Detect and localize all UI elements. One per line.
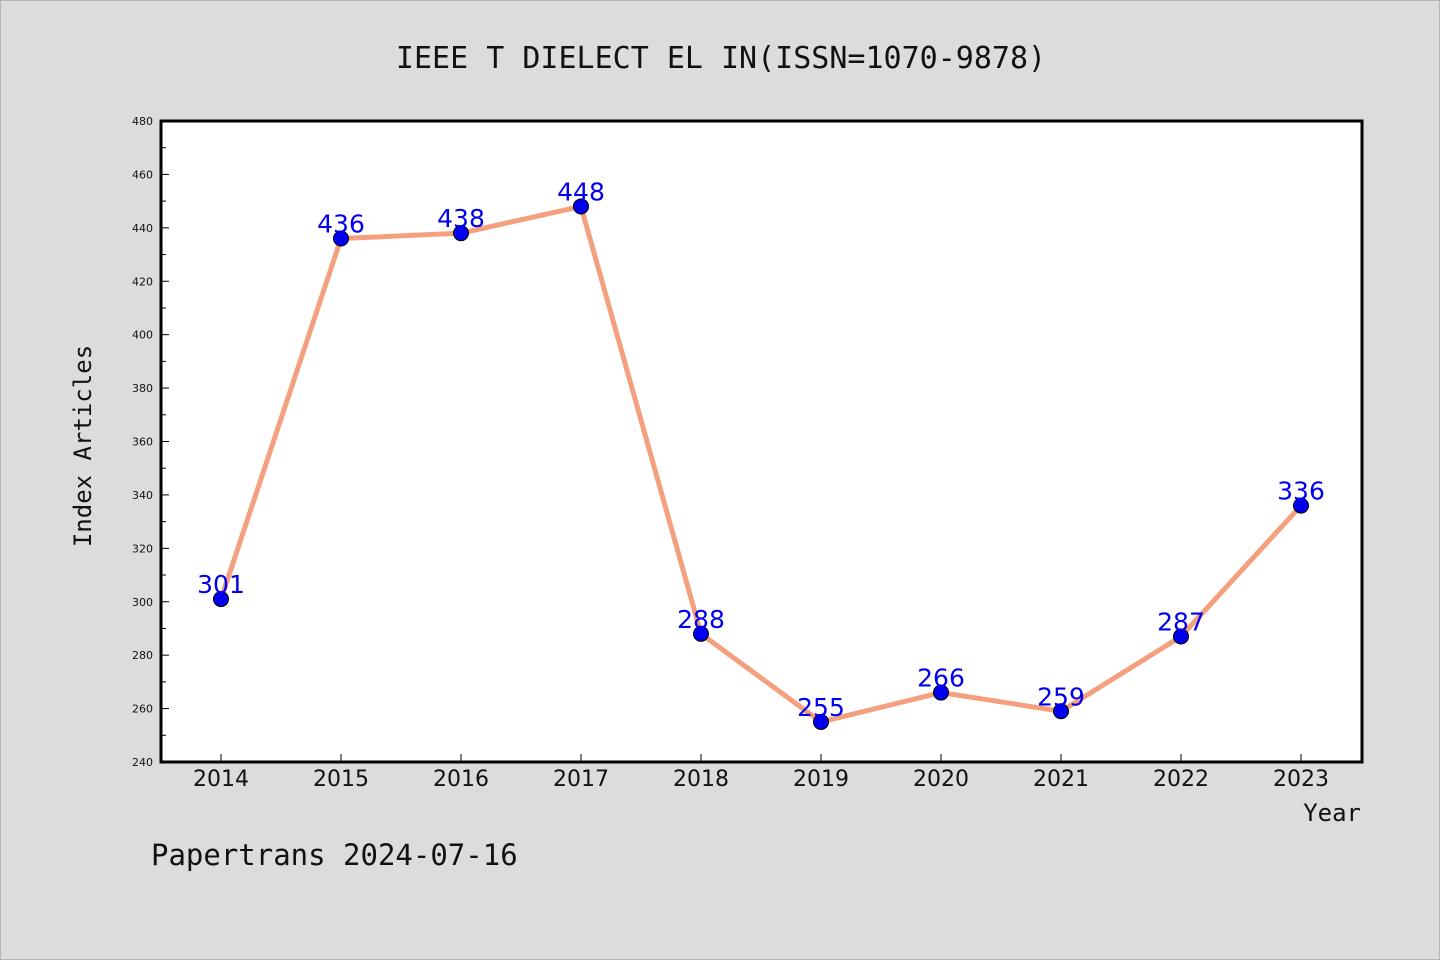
data-point <box>1173 628 1189 645</box>
data-point <box>573 198 589 215</box>
data-point <box>1293 497 1309 514</box>
data-point <box>933 684 949 701</box>
x-tick-label: 2020 <box>913 767 969 792</box>
x-axis: 2014 2015 2016 2017 2018 2019 2020 2021 2022 2023 <box>193 754 1329 792</box>
chart-title: IEEE T DIELECT EL IN(ISSN=1070-9878) <box>396 41 1046 76</box>
y-tick-label: 300 <box>132 596 153 609</box>
x-tick-label: 2015 <box>313 767 369 792</box>
x-tick-label: 2019 <box>793 767 849 792</box>
y-axis: 240 260 280 300 320 340 360 380 400 420 440 460 480 <box>132 115 169 769</box>
series-line-group <box>213 198 1309 730</box>
data-labels-group: 301 436 438 448 288 255 266 259 287 336 <box>197 177 1325 721</box>
y-tick-label: 240 <box>132 756 153 769</box>
y-axis-title: Index Articles <box>69 345 97 547</box>
data-label: 336 <box>1277 477 1325 506</box>
x-tick-label: 2016 <box>433 767 489 792</box>
y-tick-label: 340 <box>132 489 153 502</box>
y-tick-label: 480 <box>132 115 153 128</box>
y-tick-label: 360 <box>132 436 153 449</box>
y-tick-label: 320 <box>132 542 153 555</box>
data-label: 301 <box>197 570 245 599</box>
x-tick-label: 2014 <box>193 767 249 792</box>
data-point <box>1053 703 1069 720</box>
x-axis-title: Year <box>1303 799 1361 827</box>
data-label: 438 <box>437 204 485 233</box>
y-tick-label: 420 <box>132 275 153 288</box>
x-tick-label: 2022 <box>1153 767 1209 792</box>
y-tick-label: 440 <box>132 222 153 235</box>
data-label: 266 <box>917 664 965 693</box>
footer-watermark: Papertrans 2024-07-16 <box>151 838 518 872</box>
x-tick-label: 2017 <box>553 767 609 792</box>
data-label: 255 <box>797 693 845 722</box>
data-point <box>333 230 349 247</box>
plot-area <box>159 119 1364 764</box>
y-tick-label: 280 <box>132 649 153 662</box>
data-point <box>693 625 709 642</box>
data-label: 288 <box>677 605 725 634</box>
y-tick-label: 260 <box>132 703 153 716</box>
data-label: 448 <box>557 177 605 206</box>
data-label: 259 <box>1037 682 1085 711</box>
x-tick-label: 2018 <box>673 767 729 792</box>
data-point <box>213 591 229 608</box>
y-tick-label: 380 <box>132 382 153 395</box>
data-label: 436 <box>317 210 365 239</box>
series-line <box>218 203 1303 725</box>
y-tick-label: 400 <box>132 329 153 342</box>
x-tick-label: 2023 <box>1273 767 1329 792</box>
data-point <box>453 225 469 242</box>
data-point <box>813 713 829 730</box>
x-tick-label: 2021 <box>1033 767 1089 792</box>
y-tick-label: 460 <box>132 168 153 181</box>
data-label: 287 <box>1157 607 1205 636</box>
